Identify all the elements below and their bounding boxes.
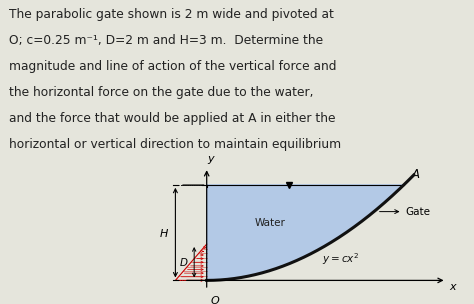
Polygon shape xyxy=(207,185,404,280)
Text: Water: Water xyxy=(255,218,285,228)
Text: horizontal or vertical direction to maintain equilibrium: horizontal or vertical direction to main… xyxy=(9,138,342,151)
Text: $H$: $H$ xyxy=(158,227,169,239)
Text: $D$: $D$ xyxy=(179,256,189,268)
Text: $y$: $y$ xyxy=(207,154,216,166)
Text: $y = cx^2$: $y = cx^2$ xyxy=(322,251,359,267)
Text: magnitude and line of action of the vertical force and: magnitude and line of action of the vert… xyxy=(9,60,337,73)
Text: and the force that would be applied at A in either the: and the force that would be applied at A… xyxy=(9,112,336,125)
Text: $O$: $O$ xyxy=(210,294,220,304)
Text: Gate: Gate xyxy=(380,207,430,217)
Text: The parabolic gate shown is 2 m wide and pivoted at: The parabolic gate shown is 2 m wide and… xyxy=(9,8,334,21)
Text: O; c=0.25 m⁻¹, D=2 m and H=3 m.  Determine the: O; c=0.25 m⁻¹, D=2 m and H=3 m. Determin… xyxy=(9,34,324,47)
Text: $A$: $A$ xyxy=(410,168,420,181)
Text: the horizontal force on the gate due to the water,: the horizontal force on the gate due to … xyxy=(9,86,314,99)
Text: $x$: $x$ xyxy=(449,282,458,292)
